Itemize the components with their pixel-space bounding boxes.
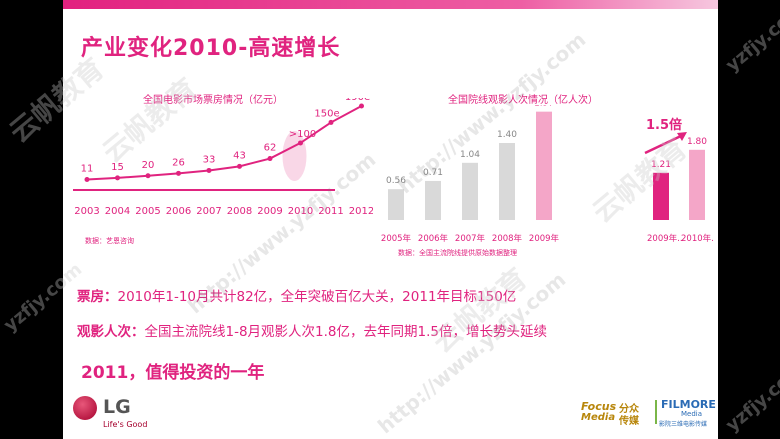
growth-data-label: 1.21 — [651, 160, 671, 170]
admissions-chart-title: 全国院线观影人次情况（亿人次） — [448, 95, 598, 106]
box-office-chart-title: 全国电影市场票房情况（亿元） — [143, 95, 283, 106]
admissions-label: 观影人次： — [77, 324, 145, 340]
admissions-data-label: 1.40 — [497, 130, 517, 140]
box-office-tick-label: 2005 — [135, 206, 160, 217]
box-office-data-label: 190e — [345, 98, 370, 103]
box-office-data-label: 20 — [142, 160, 155, 171]
admissions-tick-label: 2006年 — [418, 233, 449, 244]
filmore-logo: FILMORE Media 影院三维电影传媒 — [655, 398, 718, 428]
filmore-logo-sub: Media — [681, 410, 703, 418]
box-office-data-label: 150e — [314, 108, 339, 119]
box-office-point — [115, 175, 120, 181]
box-office-data-label: >100 — [289, 129, 316, 140]
box-office-point — [176, 170, 181, 176]
admissions-bar — [425, 180, 441, 220]
filmore-logo-bar — [655, 400, 657, 424]
growth-bar — [689, 149, 705, 220]
focus-logo-cn2: 传媒 — [619, 416, 639, 427]
growth-tick-label: 2009年.. — [647, 233, 683, 244]
box-office-point — [298, 140, 303, 146]
lg-logo: LG Life's Good — [73, 392, 183, 432]
focus-logo-cn1: 分众 — [619, 404, 639, 415]
box-office-point — [359, 103, 364, 109]
focus-logo-line1: Focus — [581, 400, 617, 413]
slide-canvas: 产业变化2010-高速增长 全国电影市场票房情况（亿元） 11 2003 15 200… — [63, 0, 718, 439]
admissions-line: 观影人次：全国主流院线1-8月观影人次1.8亿，去年同期1.5倍，增长势头延续 — [77, 320, 547, 340]
admissions-tick-label: 2009年 — [529, 233, 560, 244]
box-office-tick-label: 2011 — [318, 206, 343, 217]
box-office-tick-label: 2008 — [227, 206, 252, 217]
focus-logo-line2: Media — [581, 412, 616, 423]
box-office-point — [145, 173, 151, 179]
box-office-data-label: 62 — [264, 143, 277, 154]
admissions-data-label: 1.04 — [460, 150, 480, 160]
slide-title: 产业变化2010-高速增长 — [81, 36, 341, 61]
growth-bar — [653, 172, 669, 220]
growth-data-label: 1.80 — [687, 137, 707, 147]
lg-face-icon — [73, 396, 97, 420]
box-office-point — [206, 167, 212, 173]
box-office-label: 票房： — [77, 289, 118, 305]
box-office-point — [267, 156, 273, 162]
box-office-point — [84, 176, 90, 182]
admissions-text: 全国主流院线1-8月观影人次1.8亿，去年同期1.5倍，增长势头延续 — [144, 324, 548, 340]
box-office-point — [237, 163, 242, 169]
admissions-bar — [462, 162, 478, 220]
admissions-tick-label: 2008年 — [492, 233, 523, 244]
admissions-bar — [499, 143, 515, 220]
lg-logo-text: LG — [103, 396, 131, 418]
growth-annotation: 1.5倍 — [646, 117, 682, 133]
box-office-line: 票房：2010年1-10月共计82亿，全年突破百亿大关，2011年目标150亿 — [77, 285, 516, 305]
growth-arrow-icon — [677, 132, 687, 141]
watermark-short-right-2: yzfjy.com — [722, 358, 780, 437]
box-office-point — [328, 119, 334, 125]
box-office-tick-label: 2009 — [257, 206, 282, 217]
box-office-tick-label: 2007 — [196, 206, 221, 217]
filmore-logo-cn: 影院三维电影传媒 — [659, 421, 708, 428]
admissions-bar — [388, 189, 404, 220]
filmore-logo-name: FILMORE — [661, 398, 716, 411]
box-office-line-chart: 11 2003 15 2004 20 2005 26 2006 33 2007 43 2008 62 20… — [73, 98, 373, 217]
growth-bar-chart: 1.21 1.80 2009年..2010年.. 1.5倍 — [644, 117, 713, 244]
admissions-data-label: 1.97 — [534, 105, 554, 109]
admissions-bar — [536, 111, 552, 220]
conclusion-text: 2011，值得投资的一年 — [81, 363, 265, 383]
box-office-tick-label: 2003 — [74, 206, 99, 217]
box-office-text: 2010年1-10月共计82亿，全年突破百亿大关，2011年目标150亿 — [117, 289, 517, 305]
box-office-tick-label: 2012 — [349, 206, 373, 217]
top-accent-bar — [63, 0, 718, 9]
watermark-cn-2: 云帆教育 — [426, 261, 534, 360]
box-office-series-line — [86, 105, 362, 181]
box-office-tick-label: 2006 — [166, 206, 191, 217]
box-office-source: 数据：艺恩咨询 — [85, 237, 134, 245]
box-office-data-label: 33 — [203, 154, 216, 165]
admissions-source: 数据：全国主流院线提供原始数据整理 — [398, 249, 517, 257]
box-office-tick-label: 2004 — [105, 206, 130, 217]
growth-tick-label: 2010年.. — [681, 233, 713, 244]
box-office-tick-label: 2010 — [288, 206, 313, 217]
focus-media-logo: Focus Media 分众 传媒 — [581, 400, 651, 427]
box-office-data-label: 11 — [81, 163, 94, 174]
lg-tagline: Life's Good — [103, 420, 148, 429]
box-office-data-label: 43 — [233, 150, 246, 161]
admissions-bar-chart: 0.56 2005年 0.71 2006年 1.04 2007年 1.40 2008年 1.97… — [381, 105, 560, 244]
admissions-data-label: 0.71 — [423, 168, 443, 178]
growth-arrow-line — [644, 133, 684, 155]
admissions-tick-label: 2005年 — [381, 233, 412, 244]
admissions-data-label: 0.56 — [386, 176, 406, 186]
watermark-short-right: yzfjy.com — [722, 0, 780, 77]
admissions-tick-label: 2007年 — [455, 233, 486, 244]
box-office-data-label: 26 — [172, 157, 185, 168]
box-office-data-label: 15 — [111, 162, 124, 173]
